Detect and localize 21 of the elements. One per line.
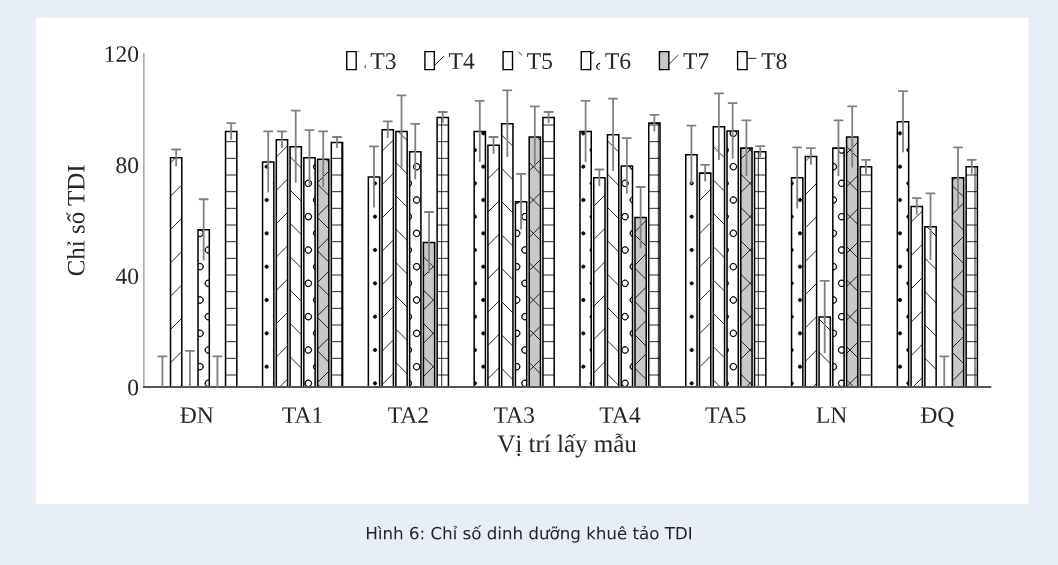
y-axis-title: Chỉ số TDI [66,165,85,276]
x-tick-label: TA5 [705,407,746,424]
text: Hình 6: Chỉ số dinh dưỡng khuê tảo TDI [366,525,692,543]
x-tick-label: ĐQ [920,407,955,427]
legend-label: T6 [605,53,631,70]
x-tick-label: TA3 [493,407,534,424]
legend-label: T4 [448,53,475,69]
x-tick-label: LN [816,407,847,423]
legend-label: T8 [761,53,787,70]
x-tick-label: TA2 [388,407,428,423]
x-tick-label: ĐN [180,407,214,423]
x-tick-label: TA4 [599,407,641,423]
legend-label: T7 [683,53,709,69]
y-tick-label: 0 [128,379,139,396]
legend-label: T3 [370,53,396,70]
y-tick-label: 80 [116,157,139,174]
x-tick-label: TA1 [282,407,322,423]
y-tick-label: 120 [105,46,139,63]
y-tick-label: 40 [115,268,139,285]
legend-label: T5 [527,53,552,70]
x-axis-title: Vị trí lấy mẫu [497,433,637,458]
